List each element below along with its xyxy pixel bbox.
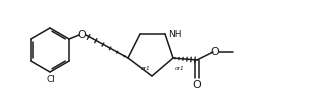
Text: Cl: Cl xyxy=(46,75,56,84)
Text: or1: or1 xyxy=(175,66,185,71)
Text: NH: NH xyxy=(168,30,182,39)
Text: O: O xyxy=(193,80,201,90)
Text: O: O xyxy=(211,47,219,57)
Text: O: O xyxy=(78,30,86,40)
Text: or1: or1 xyxy=(141,66,151,71)
